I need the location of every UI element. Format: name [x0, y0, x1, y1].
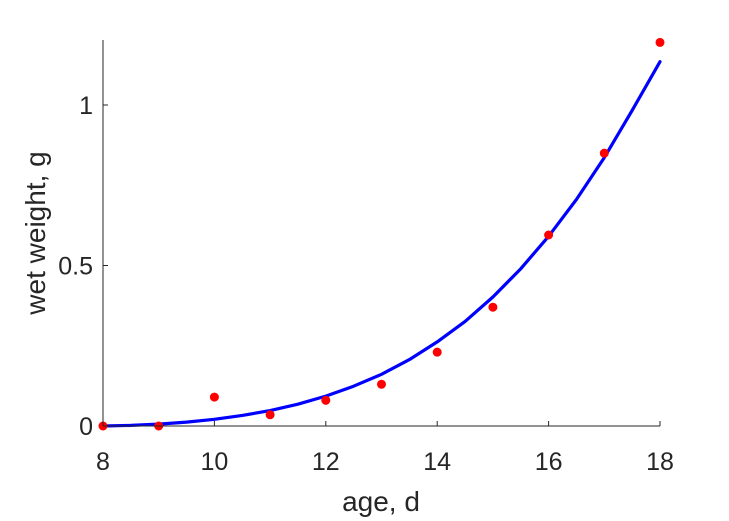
ticks: 8 10 12 14 16 18 0 0.5 1	[58, 92, 674, 476]
data-point	[377, 379, 386, 389]
x-tick-label: 16	[535, 448, 563, 476]
x-tick-label: 14	[423, 448, 451, 476]
data-point	[209, 392, 219, 402]
x-tick-label: 10	[200, 448, 228, 476]
y-tick-label: 0.5	[58, 253, 93, 281]
data-point	[432, 347, 442, 357]
x-axis-label: age, d	[342, 486, 420, 517]
plot-area	[98, 37, 665, 431]
y-tick-label: 1	[79, 92, 93, 120]
data-point	[599, 148, 609, 158]
y-tick-label: 0	[79, 413, 93, 441]
axes	[102, 40, 660, 427]
data-point	[265, 410, 275, 420]
x-tick-label: 12	[312, 448, 340, 476]
data-point	[655, 37, 665, 47]
x-tick-label: 8	[96, 448, 110, 476]
data-point	[488, 302, 498, 312]
data-point	[544, 230, 554, 240]
x-tick-label: 18	[646, 448, 674, 476]
fit-curve-line	[101, 60, 662, 428]
data-point	[321, 395, 331, 405]
y-axis-label: wet weight, g	[20, 151, 51, 315]
